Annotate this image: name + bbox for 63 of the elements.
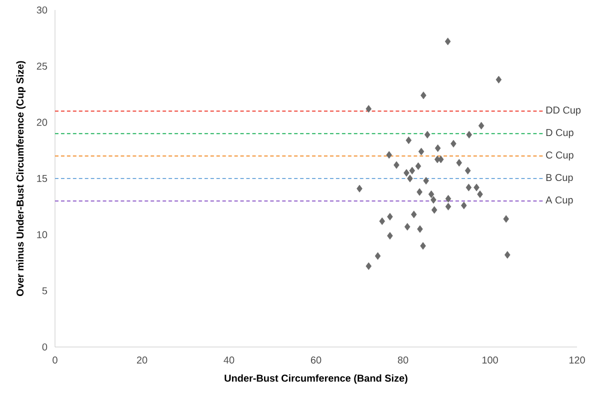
point — [415, 162, 422, 170]
x-tick-label: 20 — [136, 356, 148, 364]
y-tick-label: 5 — [42, 287, 48, 294]
x-tick-label: 120 — [569, 356, 585, 364]
y-tick-label: 15 — [37, 175, 48, 182]
point — [504, 251, 510, 259]
point — [417, 225, 423, 233]
x-tick-label: 100 — [482, 356, 498, 364]
point — [366, 262, 372, 270]
point — [445, 202, 452, 210]
point — [394, 161, 400, 169]
point — [431, 206, 438, 214]
point — [416, 188, 422, 196]
ref-line-label: B Cup — [546, 174, 573, 184]
point — [387, 212, 393, 220]
point — [407, 174, 413, 182]
point — [424, 130, 430, 138]
point — [428, 190, 434, 198]
point — [366, 105, 372, 113]
point — [466, 184, 472, 192]
y-tick-label: 25 — [36, 62, 48, 70]
ref-line-label: C Cup — [546, 152, 574, 161]
point — [423, 176, 429, 185]
y-tick-label: 30 — [36, 6, 48, 14]
point — [477, 190, 483, 198]
point — [430, 196, 436, 204]
y-tick-label: 0 — [42, 343, 48, 351]
point — [420, 92, 426, 100]
point — [356, 184, 362, 192]
point — [379, 217, 386, 225]
point — [445, 194, 452, 203]
x-axis-title: Under-Bust Circumference (Band Size) — [224, 374, 408, 384]
x-tick-label: 0 — [52, 356, 58, 364]
point — [418, 148, 424, 156]
point — [406, 136, 412, 144]
point — [374, 252, 381, 260]
y-tick-label: 10 — [37, 231, 48, 238]
x-tick-label: 40 — [224, 356, 234, 364]
point — [434, 144, 441, 152]
point — [410, 210, 417, 218]
point — [496, 76, 502, 84]
point — [387, 232, 393, 240]
point — [444, 38, 451, 46]
y-tick-label: 20 — [36, 118, 48, 126]
x-tick-label: 60 — [310, 356, 322, 364]
point — [474, 184, 480, 192]
ref-line-label: D Cup — [546, 129, 574, 138]
point — [386, 151, 392, 159]
point — [409, 166, 416, 174]
point — [420, 242, 426, 250]
point — [464, 166, 471, 174]
y-axis-title: Over minus Under-Bust Circumference (Cup Size) — [16, 61, 26, 296]
point — [404, 169, 410, 177]
ref-line-label: A Cup — [546, 196, 573, 206]
point — [503, 215, 510, 223]
point — [461, 202, 467, 210]
x-tick-label: 80 — [398, 356, 408, 364]
point — [404, 223, 410, 231]
point — [478, 122, 484, 130]
point — [456, 158, 462, 167]
ref-line-label: DD Cup — [546, 106, 581, 116]
point — [466, 130, 472, 138]
point — [450, 140, 456, 148]
